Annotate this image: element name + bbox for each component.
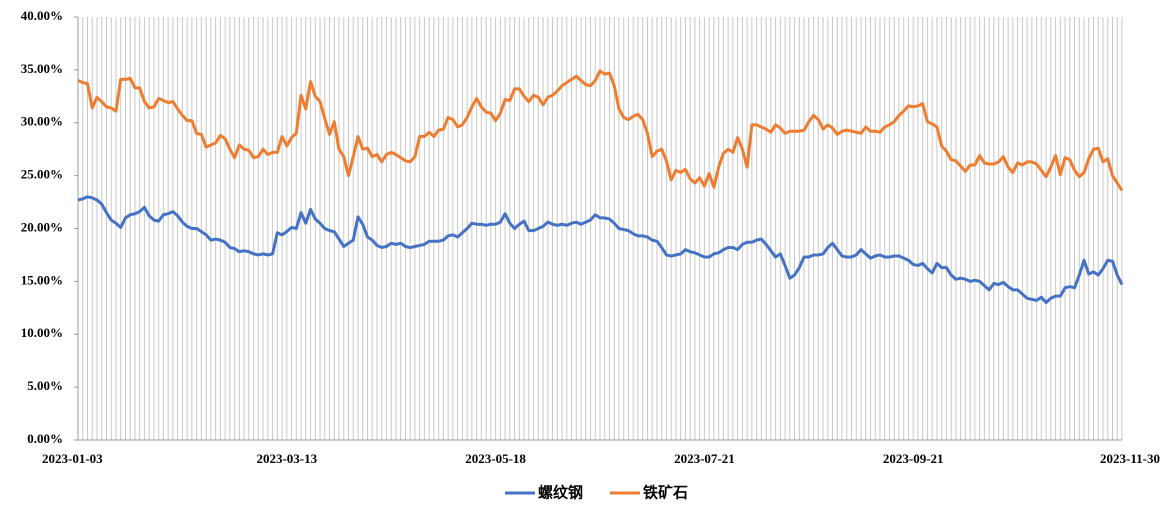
y-tick-label: 15.00% (21, 272, 63, 287)
x-tick-label: 2023-11-30 (1100, 451, 1160, 466)
x-tick-label: 2023-01-03 (42, 451, 103, 466)
y-tick-label: 20.00% (21, 219, 63, 234)
x-tick-label: 2023-05-18 (465, 451, 526, 466)
y-tick-label: 10.00% (21, 325, 63, 340)
y-tick-label: 35.00% (21, 61, 63, 76)
y-tick-label: 0.00% (27, 431, 63, 446)
y-tick-label: 30.00% (21, 114, 63, 129)
legend-label: 螺纹钢 (538, 484, 583, 502)
y-tick-label: 25.00% (21, 167, 63, 182)
x-tick-label: 2023-03-13 (256, 451, 317, 466)
legend-label: 铁矿石 (643, 484, 688, 502)
x-tick-label: 2023-09-21 (883, 451, 944, 466)
y-tick-label: 5.00% (27, 378, 63, 393)
x-tick-label: 2023-07-21 (674, 451, 735, 466)
y-tick-label: 40.00% (21, 8, 63, 23)
